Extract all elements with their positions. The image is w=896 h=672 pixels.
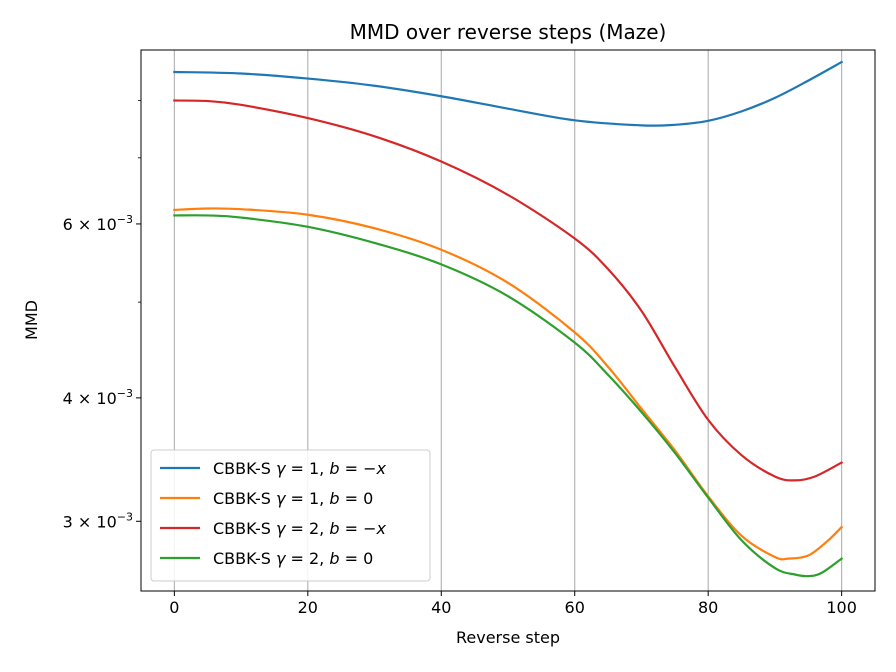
- x-axis-label: Reverse step: [456, 628, 560, 647]
- legend-label-part: b: [329, 519, 339, 538]
- chart-title: MMD over reverse steps (Maze): [350, 20, 667, 44]
- legend-label-part: CBBK-S: [213, 489, 276, 508]
- y-axis-ticks: 3 × 10−34 × 10−36 × 10−3: [63, 100, 141, 531]
- y-tick-label-base: 4 × 10: [63, 389, 117, 408]
- legend-label-part: CBBK-S: [213, 519, 276, 538]
- x-tick-label: 100: [826, 598, 857, 617]
- legend-label-part: = 2,: [285, 549, 329, 568]
- x-tick-label: 40: [431, 598, 451, 617]
- legend-label-part: b: [329, 549, 339, 568]
- x-tick-label: 80: [698, 598, 718, 617]
- y-tick-label-base: 6 × 10: [63, 215, 117, 234]
- series-lines: [173, 60, 844, 578]
- legend-label-part: γ: [276, 519, 287, 538]
- legend-label-4: CBBK-S γ = 2, b = 0: [213, 549, 373, 568]
- legend-label-part: = 0: [340, 549, 374, 568]
- legend-label-part: CBBK-S: [213, 459, 276, 478]
- legend-label-part: b: [329, 489, 339, 508]
- series-line-4: [173, 214, 844, 578]
- y-tick-label-exponent: −3: [117, 387, 133, 400]
- y-tick-label-exponent: −3: [117, 213, 133, 226]
- legend-label-part: x: [376, 519, 387, 538]
- y-tick-label: 3 × 10−3: [63, 510, 133, 531]
- legend-label-part: = 2,: [285, 519, 329, 538]
- series-line-2: [173, 207, 844, 561]
- y-tick-label-base: 3 × 10: [63, 512, 117, 531]
- legend-label-3: CBBK-S γ = 2, b = −x: [213, 519, 387, 538]
- legend-label-2: CBBK-S γ = 1, b = 0: [213, 489, 373, 508]
- x-tick-label: 20: [298, 598, 318, 617]
- x-tick-label: 0: [169, 598, 179, 617]
- legend-label-part: γ: [276, 459, 287, 478]
- series-line-1: [173, 60, 844, 127]
- series-line-3: [173, 99, 844, 482]
- legend-label-part: γ: [276, 489, 287, 508]
- y-tick-label: 4 × 10−3: [63, 387, 133, 408]
- y-axis-label: MMD: [22, 300, 41, 340]
- legend-label-1: CBBK-S γ = 1, b = −x: [213, 459, 387, 478]
- legend-label-part: = −: [340, 459, 377, 478]
- y-tick-label-exponent: −3: [117, 510, 133, 523]
- x-axis-ticks: 0 20 40 60 80 100: [169, 591, 857, 617]
- legend-label-part: = −: [340, 519, 377, 538]
- plot-area-frame: [140, 49, 876, 592]
- legend-label-part: γ: [276, 549, 287, 568]
- legend-label-part: = 1,: [285, 489, 329, 508]
- legend-box: [150, 449, 431, 582]
- legend-label-part: = 1,: [285, 459, 329, 478]
- y-tick-label: 6 × 10−3: [63, 213, 133, 234]
- x-tick-label: 60: [565, 598, 585, 617]
- legend-label-part: b: [329, 459, 339, 478]
- legend-label-part: CBBK-S: [213, 549, 276, 568]
- legend-label-part: x: [376, 459, 387, 478]
- legend-label-part: = 0: [340, 489, 374, 508]
